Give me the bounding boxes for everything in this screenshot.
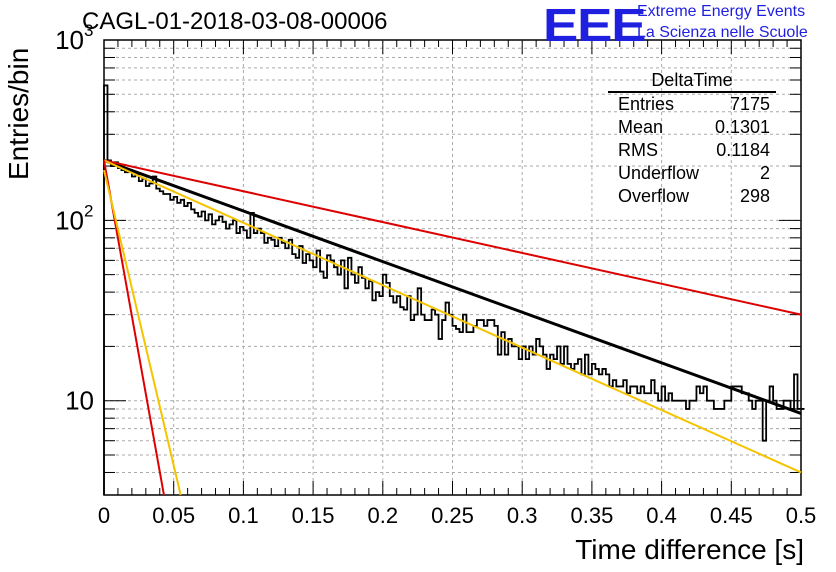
y-tick-label: 10 (55, 205, 84, 235)
y-tick-exponent: 3 (84, 21, 93, 40)
x-tick-labels: 0 0.05 0.1 0.15 0.2 0.25 0.3 0.35 0.4 0.45 0.5 (98, 503, 816, 528)
stats-value: 2 (759, 163, 770, 183)
x-tick-label: 0.2 (368, 503, 399, 528)
fit-lines (103, 158, 802, 496)
stats-label: Overflow (618, 186, 690, 206)
stats-row: Overflow 298 (608, 185, 776, 208)
x-tick-label: 0.35 (570, 503, 613, 528)
chart-title: CAGL-01-2018-03-08-00006 (82, 8, 388, 35)
x-tick-label: 0.1 (228, 503, 259, 528)
x-tick-label: 0.3 (507, 503, 538, 528)
fit-line-black (103, 158, 802, 415)
x-tick-label: 0.5 (786, 503, 817, 528)
x-tick-label: 0.25 (431, 503, 474, 528)
y-tick-exponent: 2 (84, 201, 93, 220)
stats-value: 298 (739, 186, 770, 206)
x-tick-label: 0.05 (152, 503, 195, 528)
stats-label: RMS (618, 140, 658, 160)
fit-line-orange (103, 169, 182, 496)
stats-label: Entries (618, 94, 675, 114)
stats-title: DeltaTime (608, 69, 776, 93)
stats-value: 0.1184 (716, 140, 770, 160)
histogram (103, 84, 805, 495)
x-axis-label: Time difference [s] (575, 534, 804, 565)
x-tick-label: 0.15 (292, 503, 335, 528)
logo-line-1: Extreme Energy Events (637, 3, 806, 20)
y-axis-label: Entries/bin (3, 47, 34, 180)
grid (104, 40, 801, 495)
stats-label: Underflow (618, 163, 700, 183)
y-tick-label: 10 (65, 386, 94, 416)
stats-value: 0.1301 (714, 117, 770, 137)
x-tick-label: 0 (98, 503, 110, 528)
histogram-outline (103, 84, 805, 495)
eee-logo: EEE (543, 0, 647, 51)
stats-row: Underflow 2 (608, 162, 776, 185)
stats-box: DeltaTime Entries 7175 Mean 0.1301 RMS 0… (608, 69, 776, 208)
fit-line-red (103, 159, 802, 316)
logo-line-2: La Scienza nelle Scuole (637, 24, 808, 41)
x-tick-label: 0.4 (646, 503, 677, 528)
stats-value: 7175 (729, 94, 770, 114)
stats-row: Mean 0.1301 (608, 116, 776, 139)
y-tick-label: 10 (55, 25, 84, 55)
x-tick-label: 0.45 (710, 503, 753, 528)
stats-label: Mean (618, 117, 664, 137)
fit-line-orange (103, 159, 802, 474)
stats-row: RMS 0.1184 (608, 139, 776, 162)
stats-row: Entries 7175 (608, 93, 776, 116)
